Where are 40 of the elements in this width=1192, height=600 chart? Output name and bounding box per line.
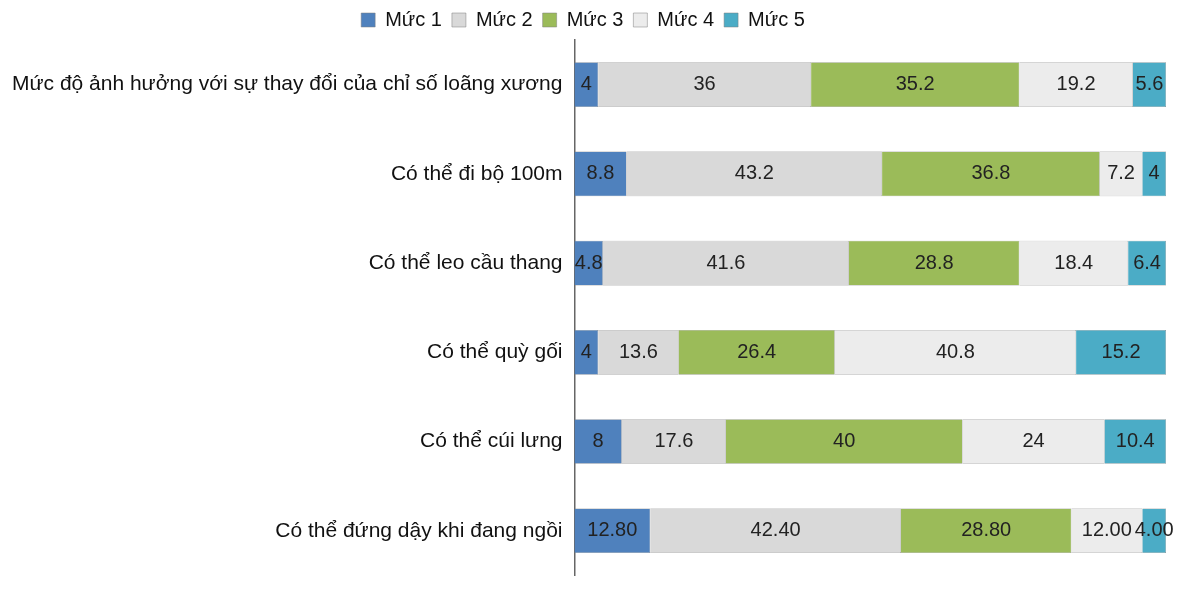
data-label: 4 [1148,161,1160,184]
data-label: 24 [1022,429,1045,452]
data-label: 40 [833,429,856,452]
data-label: 26.4 [737,339,777,362]
y-tick-label: Có thể đứng dậy khi đang ngồi [275,517,563,541]
data-label: 15.2 [1101,339,1141,362]
legend-label: Mức 3 [566,7,624,30]
legend-label: Mức 4 [657,7,715,30]
legend-label: Mức 1 [385,7,442,30]
y-tick-label: Có thể leo cầu thang [368,249,563,273]
data-label: 28.80 [961,518,1012,541]
data-label: 8 [592,429,604,452]
data-label: 4.8 [574,250,603,273]
y-tick-label: Mức độ ảnh hưởng với sự thay đổi của chỉ số loãng xương [11,71,563,95]
data-label: 40.8 [935,339,975,362]
data-label: 4 [580,72,592,95]
data-label: 12.80 [587,518,638,541]
data-label: 18.4 [1054,250,1094,273]
data-label: 36.8 [971,161,1011,184]
data-label: 4 [580,339,592,362]
data-label: 43.2 [734,161,774,184]
data-label: 7.2 [1107,161,1135,184]
legend-label: Mức 2 [475,7,533,30]
data-label: 5.6 [1135,72,1164,95]
data-label: 28.8 [914,250,954,273]
data-label: 6.4 [1133,250,1161,273]
data-label: 36 [693,72,716,95]
y-tick-label: Có thể cúi lưng [420,428,563,452]
data-label: 19.2 [1056,72,1096,95]
data-label: 17.6 [654,429,694,452]
y-tick-label: Có thể đi bộ 100m [390,160,563,184]
data-label: 42.40 [750,518,801,541]
data-label: 10.4 [1115,429,1155,452]
data-label: 41.6 [706,250,746,273]
y-tick-label: Có thể quỳ gối [427,339,563,363]
data-label: 35.2 [895,72,935,95]
data-label: 13.6 [618,339,658,362]
data-label: 8.8 [586,161,615,184]
legend-label: Mức 5 [748,7,805,30]
data-label: 12.00 [1081,518,1132,541]
